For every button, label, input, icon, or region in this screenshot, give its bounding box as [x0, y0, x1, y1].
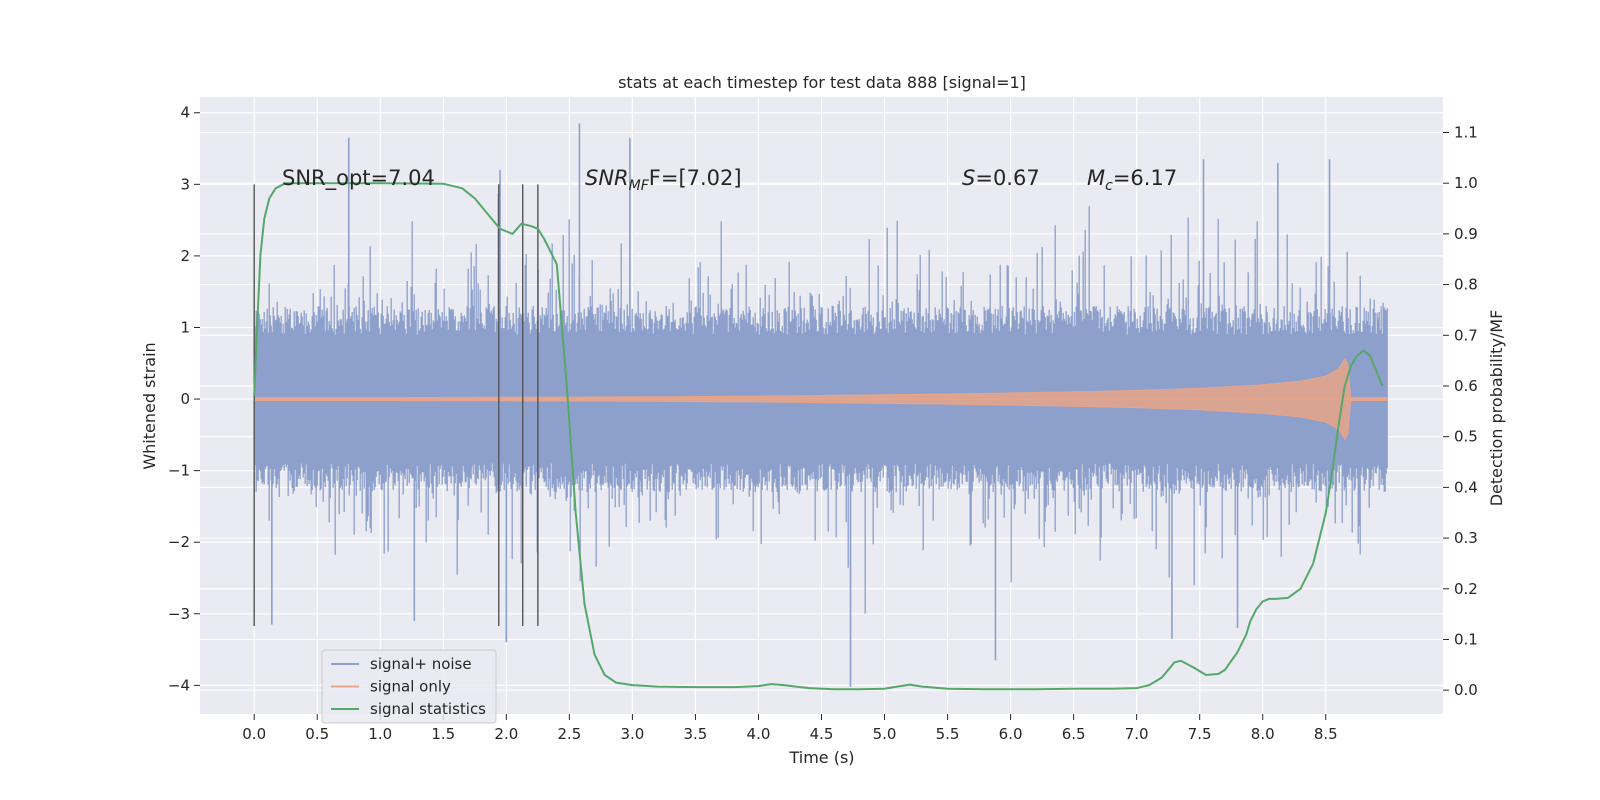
y-tick-label-left: 0 [180, 390, 190, 408]
y-tick-label-right: 0.2 [1454, 580, 1478, 598]
annotation-s: S=0.67 [962, 166, 1040, 190]
legend-label: signal statistics [370, 700, 486, 718]
y-tick-label-right: 1.1 [1454, 123, 1478, 141]
x-tick-label: 2.5 [557, 725, 581, 743]
y-tick-label-left: 3 [180, 175, 190, 193]
x-tick-label: 7.0 [1125, 725, 1149, 743]
statistics-series [253, 182, 1384, 691]
y-tick-label-left: −2 [168, 533, 190, 551]
y-tick-label-left: −3 [168, 605, 190, 623]
x-tick-label: 6.5 [1062, 725, 1086, 743]
y-tick-label-right: 0.7 [1454, 326, 1478, 344]
x-tick-label: 7.5 [1188, 725, 1212, 743]
y-tick-label-right: 0.3 [1454, 529, 1478, 547]
vertical-markers [253, 184, 539, 626]
series-signal-statistics [253, 182, 1384, 691]
x-tick-label: 0.5 [305, 725, 329, 743]
x-tick-label: 3.5 [684, 725, 708, 743]
y-axis-label-left: Whitened strain [140, 342, 159, 469]
x-tick-label: 8.5 [1314, 725, 1338, 743]
legend-label: signal+ noise [370, 655, 472, 673]
y-tick-label-right: 0.6 [1454, 377, 1478, 395]
y-tick-label-left: 2 [180, 247, 190, 265]
x-tick-label: 3.0 [620, 725, 644, 743]
x-tick-label: 1.0 [368, 725, 392, 743]
annotation-snr-mf: SNRMFF=[7.02] [585, 166, 742, 194]
annotation-snr-opt: SNR_opt=7.04 [282, 166, 435, 191]
x-tick-label: 2.0 [494, 725, 518, 743]
x-tick-label: 8.0 [1251, 725, 1275, 743]
x-tick-label: 4.0 [747, 725, 771, 743]
annotations: SNR_opt=7.04 SNRMFF=[7.02] S=0.67 Mc=6.17 [282, 166, 1177, 194]
x-tick-label: 4.5 [810, 725, 834, 743]
signal-series [253, 357, 1388, 441]
y-tick-label-right: 0.0 [1454, 681, 1478, 699]
y-tick-label-left: 1 [180, 318, 190, 336]
axes-ticks: 0.0 0.5 1.0 1.5 2.0 2.5 3.0 3.5 4.0 4.5 5.0 5.5 6.0 6… [168, 104, 1478, 743]
y-tick-label-right: 0.5 [1454, 428, 1478, 446]
y-tick-label-right: 0.8 [1454, 276, 1478, 294]
chart-title: stats at each timestep for test data 888… [618, 73, 1026, 92]
x-tick-label: 0.0 [242, 725, 266, 743]
legend: signal+ noise signal only signal statistic… [321, 649, 497, 724]
y-tick-label-right: 0.4 [1454, 478, 1478, 496]
x-tick-label: 1.5 [431, 725, 455, 743]
annotation-mc: Mc=6.17 [1087, 166, 1177, 194]
y-axis-label-right: Detection probability/MF [1487, 310, 1506, 507]
legend-box [321, 649, 497, 724]
y-tick-label-left: 4 [180, 104, 190, 122]
y-tick-label-right: 0.1 [1454, 630, 1478, 648]
y-tick-label-left: −4 [168, 676, 190, 694]
legend-label: signal only [370, 678, 451, 696]
y-tick-label-right: 1.0 [1454, 174, 1478, 192]
x-tick-label: 5.0 [873, 725, 897, 743]
x-tick-label: 6.0 [999, 725, 1023, 743]
x-axis-label: Time (s) [788, 748, 854, 767]
y-tick-label-left: −1 [168, 462, 190, 480]
x-tick-label: 5.5 [936, 725, 960, 743]
y-tick-label-right: 0.9 [1454, 225, 1478, 243]
